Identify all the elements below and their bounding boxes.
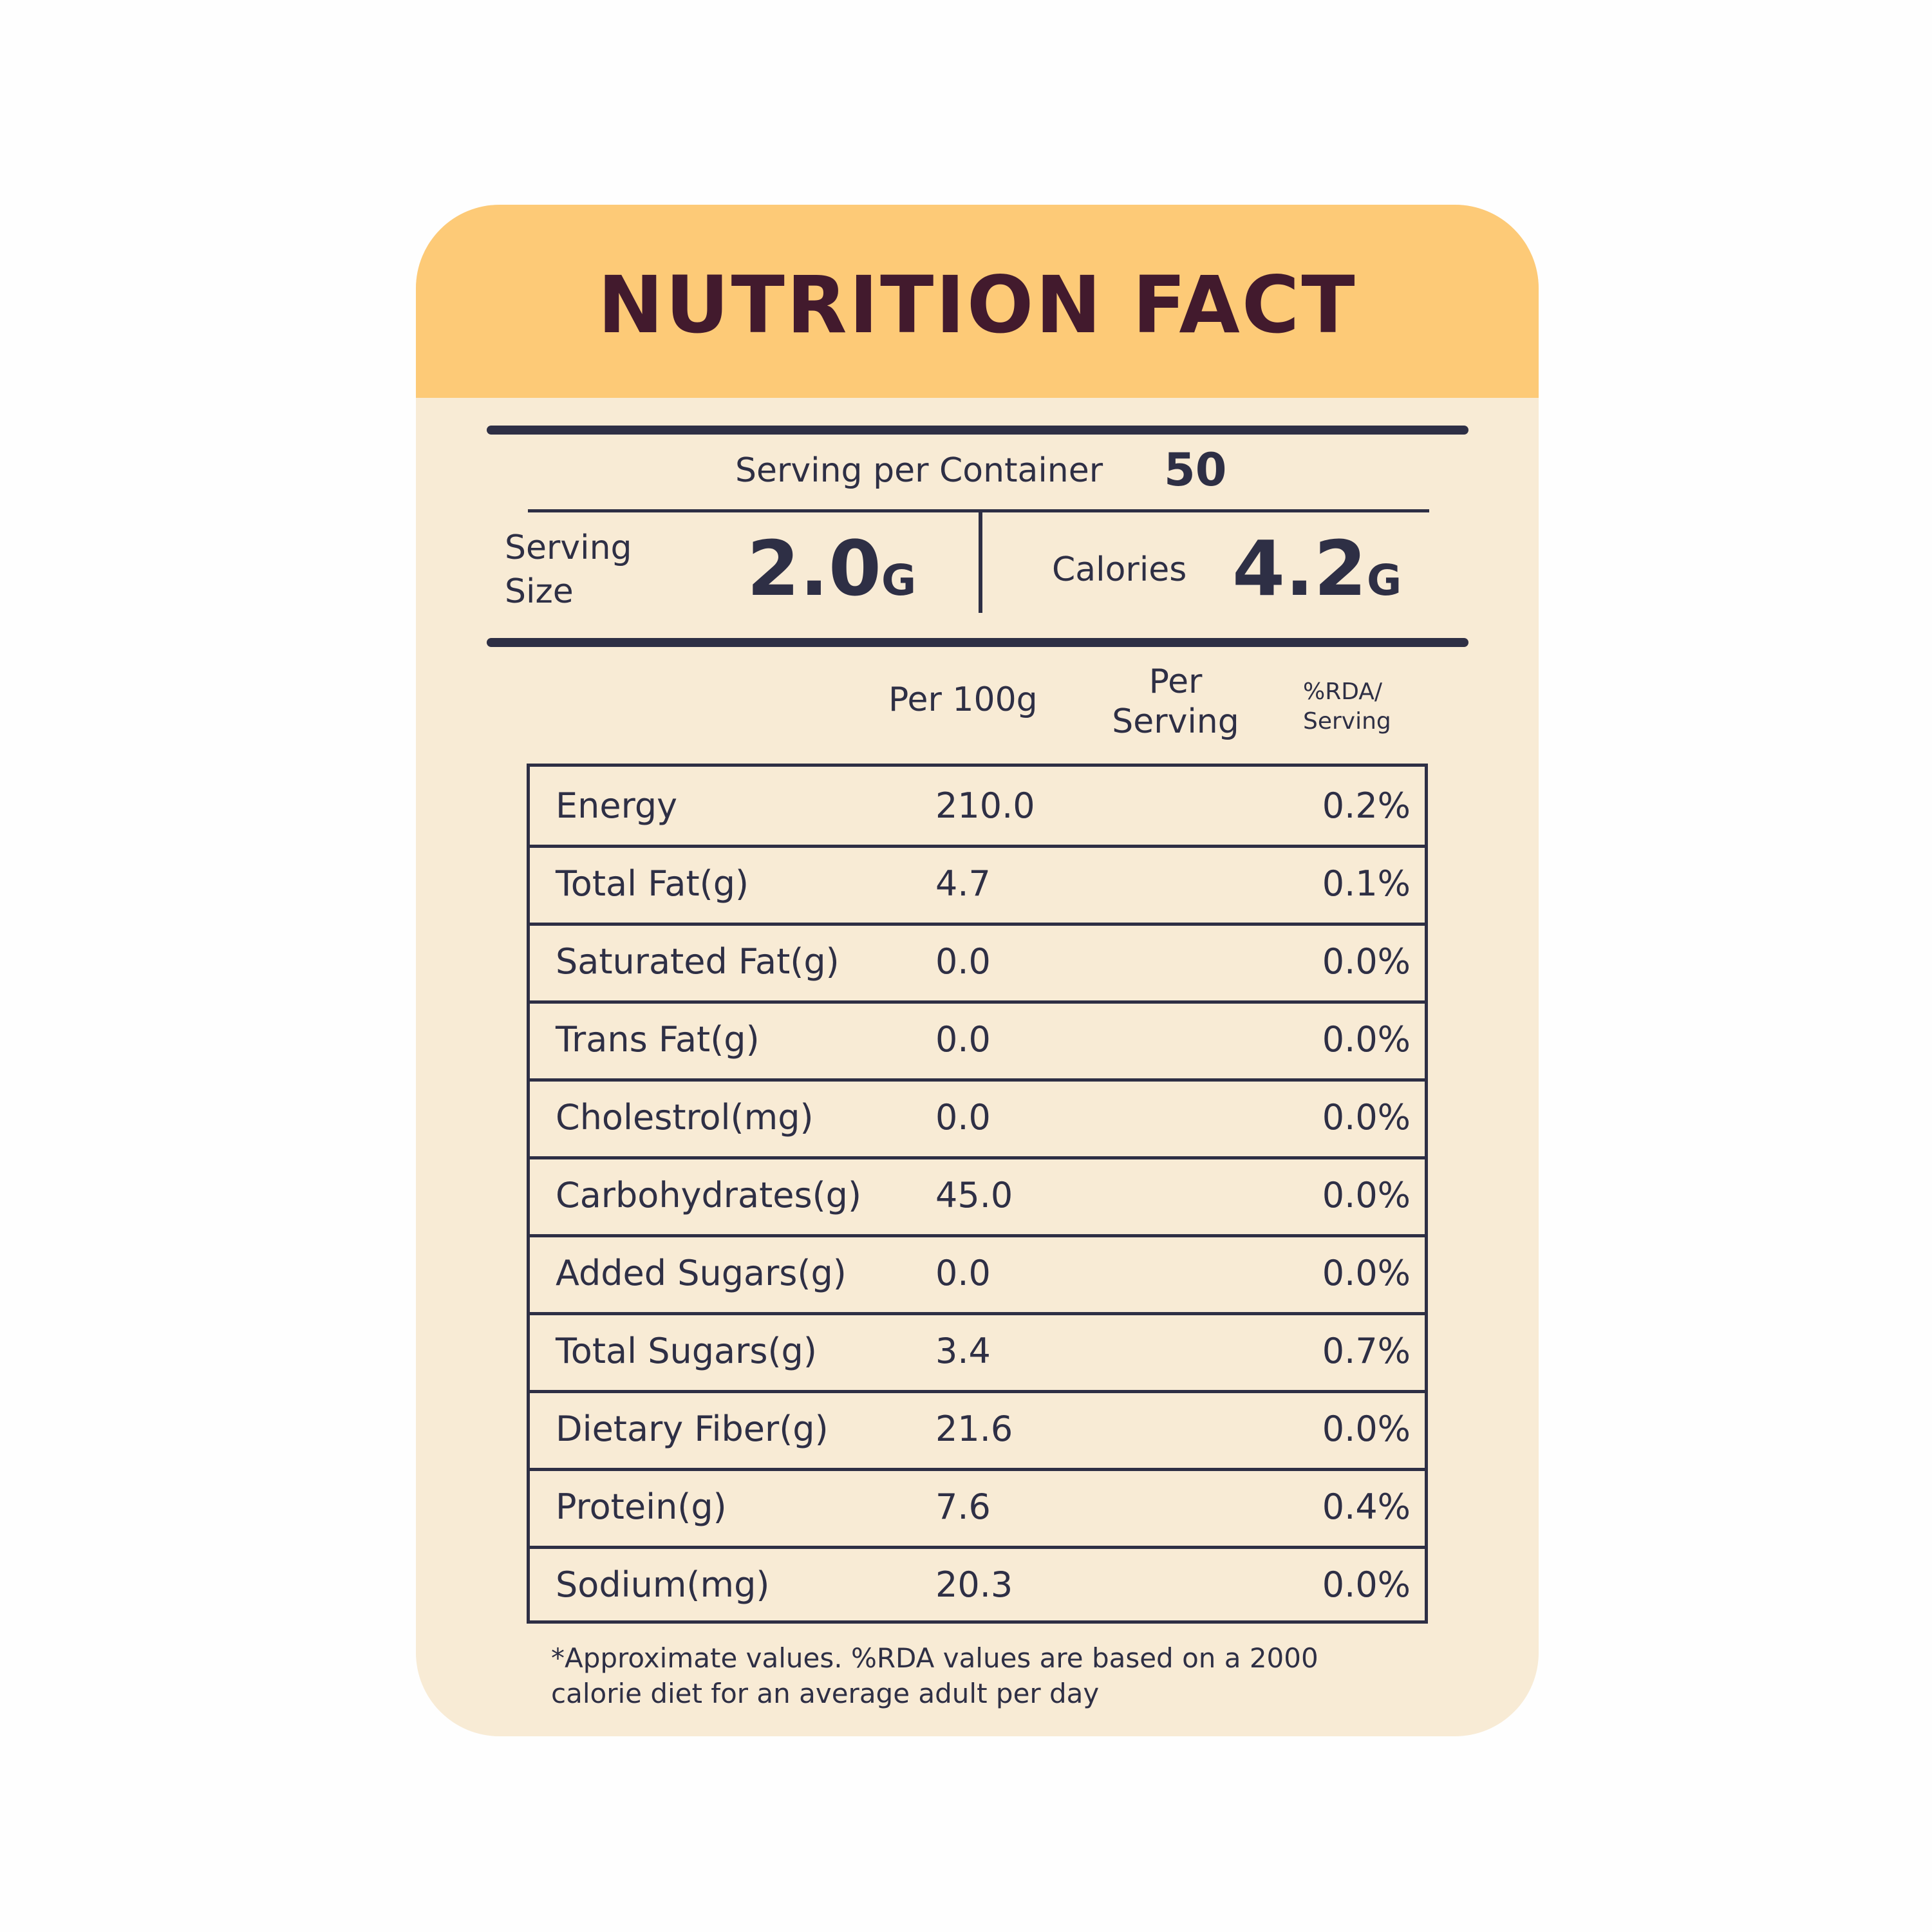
footnote-line2: calorie diet for an average adult per da… xyxy=(551,1678,1100,1709)
serving-per-container-label: Serving per Container xyxy=(735,451,1103,490)
nutrient-per100: 0.0 xyxy=(935,1253,991,1293)
table-row: Cholestrol(mg) 0.0 0.0% xyxy=(530,1078,1425,1159)
table-row: Added Sugars(g) 0.0 0.0% xyxy=(530,1234,1425,1315)
calories-value-group: 4.2G xyxy=(1232,527,1402,633)
nutrient-per100: 20.3 xyxy=(935,1564,1013,1605)
serving-size-label-line2: Size xyxy=(505,572,574,611)
top-divider xyxy=(487,426,1468,435)
nutrient-rda: 0.0% xyxy=(1322,1019,1411,1060)
column-header-per100: Per 100g xyxy=(888,680,1038,719)
nutrient-name: Protein(g) xyxy=(556,1487,727,1527)
table-row: Saturated Fat(g) 0.0 0.0% xyxy=(530,923,1425,1004)
card-title: NUTRITION FACT xyxy=(597,259,1357,351)
table-row: Trans Fat(g) 0.0 0.0% xyxy=(530,1000,1425,1082)
serving-size-label-line1: Serving xyxy=(505,529,632,567)
nutrient-rda: 0.4% xyxy=(1322,1487,1411,1527)
nutrition-table: Energy 210.0 0.2% Total Fat(g) 4.7 0.1% … xyxy=(527,764,1428,1624)
nutrient-rda: 0.0% xyxy=(1322,1253,1411,1293)
nutrient-per100: 0.0 xyxy=(935,1019,991,1060)
column-header-rda: %RDA/ Serving xyxy=(1303,677,1391,736)
rda-line1: %RDA/ xyxy=(1303,679,1383,705)
rda-line2: Serving xyxy=(1303,708,1391,735)
nutrient-rda: 0.7% xyxy=(1322,1331,1411,1371)
serving-size-value: 2.0 xyxy=(747,524,882,613)
nutrient-rda: 0.0% xyxy=(1322,1175,1411,1215)
footnote-line1: *Approximate values. %RDA values are bas… xyxy=(551,1642,1318,1674)
table-row: Protein(g) 7.6 0.4% xyxy=(530,1468,1425,1549)
nutrient-name: Trans Fat(g) xyxy=(556,1019,760,1060)
serving-divider xyxy=(528,509,1429,512)
calories-value: 4.2 xyxy=(1232,524,1367,613)
nutrient-name: Cholestrol(mg) xyxy=(556,1097,814,1138)
table-row: Dietary Fiber(g) 21.6 0.0% xyxy=(530,1390,1425,1471)
table-row: Energy 210.0 0.2% xyxy=(530,767,1425,848)
nutrient-name: Added Sugars(g) xyxy=(556,1253,847,1293)
nutrient-rda: 0.2% xyxy=(1322,785,1411,826)
nutrition-card: NUTRITION FACT Serving per Container 50 … xyxy=(416,205,1539,1736)
nutrient-rda: 0.0% xyxy=(1322,1409,1411,1449)
table-row: Total Sugars(g) 3.4 0.7% xyxy=(530,1312,1425,1393)
nutrient-per100: 21.6 xyxy=(935,1409,1013,1449)
serving-calories-separator xyxy=(979,512,982,613)
card-header xyxy=(416,205,1539,398)
nutrient-rda: 0.0% xyxy=(1322,1564,1411,1605)
per-serving-line2: Serving xyxy=(1112,702,1239,741)
calories-label: Calories xyxy=(1052,550,1187,589)
footnote: *Approximate values. %RDA values are bas… xyxy=(551,1640,1427,1711)
nutrient-per100: 45.0 xyxy=(935,1175,1013,1215)
nutrient-name: Sodium(mg) xyxy=(556,1564,770,1605)
nutrient-per100: 0.0 xyxy=(935,941,991,982)
nutrient-rda: 0.0% xyxy=(1322,1097,1411,1138)
nutrient-name: Energy xyxy=(556,785,678,826)
nutrient-name: Total Fat(g) xyxy=(556,863,749,904)
nutrient-name: Saturated Fat(g) xyxy=(556,941,839,982)
table-row: Total Fat(g) 4.7 0.1% xyxy=(530,845,1425,926)
serving-per-container-value: 50 xyxy=(1164,444,1227,496)
serving-size-value-group: 2.0G xyxy=(747,527,916,633)
nutrient-per100: 3.4 xyxy=(935,1331,991,1371)
per-serving-line1: Per xyxy=(1149,662,1203,701)
nutrient-rda: 0.1% xyxy=(1322,863,1411,904)
nutrient-name: Dietary Fiber(g) xyxy=(556,1409,829,1449)
column-header-per-serving: Per Serving xyxy=(1098,662,1253,742)
nutrient-per100: 210.0 xyxy=(935,785,1035,826)
serving-size-unit: G xyxy=(881,556,917,605)
nutrient-per100: 4.7 xyxy=(935,863,991,904)
nutrient-name: Total Sugars(g) xyxy=(556,1331,817,1371)
nutrient-per100: 0.0 xyxy=(935,1097,991,1138)
table-row: Carbohydrates(g) 45.0 0.0% xyxy=(530,1156,1425,1237)
nutrient-per100: 7.6 xyxy=(935,1487,991,1527)
table-row: Sodium(mg) 20.3 0.0% xyxy=(530,1546,1425,1624)
nutrient-rda: 0.0% xyxy=(1322,941,1411,982)
calories-unit: G xyxy=(1367,556,1402,605)
nutrient-name: Carbohydrates(g) xyxy=(556,1175,862,1215)
middle-divider xyxy=(487,638,1468,647)
